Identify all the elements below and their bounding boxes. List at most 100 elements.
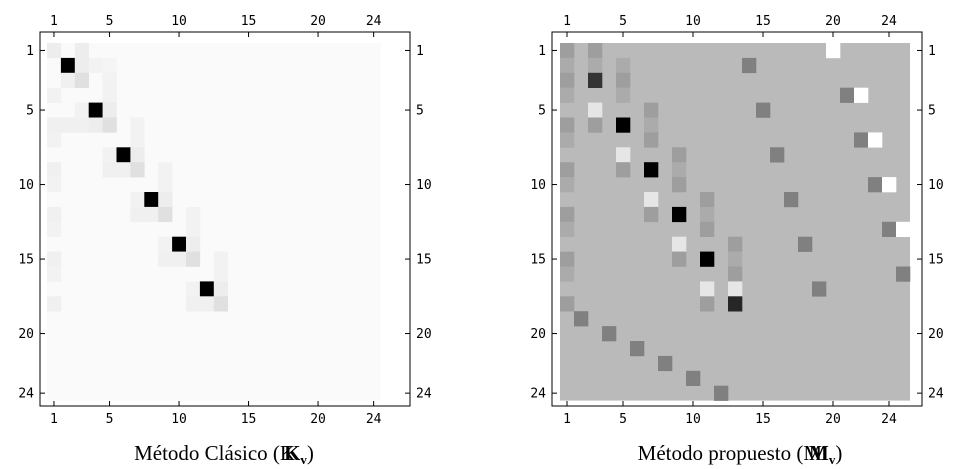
heatmap-cell (560, 132, 574, 147)
heatmap-cell (616, 162, 630, 177)
heatmap-cell (630, 341, 644, 356)
y-tick-label-right: 1 (416, 44, 424, 59)
caption-classic: Método Clásico (KKv) (134, 441, 314, 467)
heatmap-cell (158, 162, 172, 177)
heatmap-cell (47, 88, 61, 103)
heatmap-cell (560, 118, 574, 133)
heatmap-cell (672, 207, 686, 222)
heatmap-cell (186, 252, 200, 267)
x-tick-label-top: 15 (241, 14, 257, 29)
heatmap-cell (75, 58, 89, 73)
heatmap-cell (644, 207, 658, 222)
heatmap-cell (868, 177, 882, 192)
heatmap-cell (672, 237, 686, 252)
heatmap-cell (616, 118, 630, 133)
heatmap-cell (560, 58, 574, 73)
y-tick-label-right: 20 (928, 327, 944, 342)
y-tick-label-left: 5 (26, 104, 34, 119)
heatmap-cell (672, 147, 686, 162)
heatmap-cell (798, 237, 812, 252)
heatmap-cell (75, 43, 89, 58)
heatmap-cell (588, 73, 602, 88)
heatmap-cell (882, 222, 896, 237)
y-tick-label-left: 5 (538, 104, 546, 119)
heatmap-cell (700, 252, 714, 267)
heatmap-cell (560, 88, 574, 103)
heatmap-cell (588, 118, 602, 133)
heatmap-cell (158, 177, 172, 192)
x-tick-label-bottom: 1 (563, 412, 571, 427)
x-tick-label-top: 5 (619, 14, 627, 29)
heatmap-cell (47, 222, 61, 237)
heatmap-cell (103, 73, 117, 88)
heatmap-cell (854, 132, 868, 147)
heatmap-cell (700, 192, 714, 207)
heatmap-cell (644, 162, 658, 177)
heatmap-cell (172, 252, 186, 267)
heatmap-background (47, 43, 381, 401)
y-tick-label-right: 10 (928, 178, 944, 193)
heatmap-cell (103, 162, 117, 177)
heatmap-cell (840, 88, 854, 103)
heatmap-cell (47, 252, 61, 267)
heatmap-cell (602, 326, 616, 341)
heatmap-cell (61, 118, 75, 133)
heatmap-cell (103, 147, 117, 162)
x-tick-label-top: 5 (106, 14, 114, 29)
x-tick-label-top: 15 (755, 14, 771, 29)
heatmap-cell (728, 267, 742, 282)
heatmap-cell (560, 252, 574, 267)
x-tick-label-bottom: 10 (685, 412, 701, 427)
caption-classic-symbol: K (284, 441, 301, 465)
heatmap-cell (75, 73, 89, 88)
heatmap-cell (158, 207, 172, 222)
heatmap-cell (812, 281, 826, 296)
y-tick-label-right: 15 (928, 253, 944, 268)
heatmap-cell (130, 132, 144, 147)
caption-proposed-symbol: M (809, 441, 829, 465)
x-tick-label-bottom: 24 (881, 412, 897, 427)
heatmap-cell (700, 222, 714, 237)
heatmap-cell (826, 43, 840, 58)
x-tick-label-bottom: 15 (241, 412, 257, 427)
heatmap-cell (672, 162, 686, 177)
heatmap-cell (61, 73, 75, 88)
heatmap-cell (144, 207, 158, 222)
heatmap-cell (854, 88, 868, 103)
x-tick-label-bottom: 5 (619, 412, 627, 427)
heatmap-cell (186, 281, 200, 296)
heatmap-cell (214, 296, 228, 311)
heatmap-cell (672, 177, 686, 192)
y-tick-label-right: 5 (416, 104, 424, 119)
y-tick-label-right: 5 (928, 104, 936, 119)
caption-classic-suffix: ) (307, 441, 314, 465)
heatmap-cell (574, 311, 588, 326)
heatmap-cell (89, 58, 103, 73)
heatmap-cell (672, 252, 686, 267)
heatmap-cell (700, 281, 714, 296)
heatmap-cell (588, 43, 602, 58)
heatmap-cell (130, 162, 144, 177)
caption-proposed-prefix: Método propuesto (M (638, 441, 823, 465)
x-tick-label-bottom: 1 (50, 412, 58, 427)
heatmap-cell (117, 162, 131, 177)
heatmap-cell (560, 296, 574, 311)
heatmap-cell (186, 222, 200, 237)
heatmap-cell (728, 281, 742, 296)
heatmap-cell (728, 237, 742, 252)
y-tick-label-left: 20 (530, 327, 546, 342)
heatmap-cell (47, 267, 61, 282)
x-tick-label-top: 20 (310, 14, 326, 29)
heatmap-cell (130, 192, 144, 207)
heatmap-cell (89, 118, 103, 133)
heatmap-cell (644, 103, 658, 118)
heatmap-cell (214, 252, 228, 267)
heatmap-cell (89, 103, 103, 118)
caption-classic-prefix: Método Clásico (K (134, 441, 295, 465)
heatmap-cell (616, 58, 630, 73)
heatmap-cell (103, 118, 117, 133)
heatmap-cell (700, 296, 714, 311)
heatmap-cell (868, 132, 882, 147)
heatmap-cell (47, 118, 61, 133)
y-tick-label-left: 24 (530, 387, 546, 402)
